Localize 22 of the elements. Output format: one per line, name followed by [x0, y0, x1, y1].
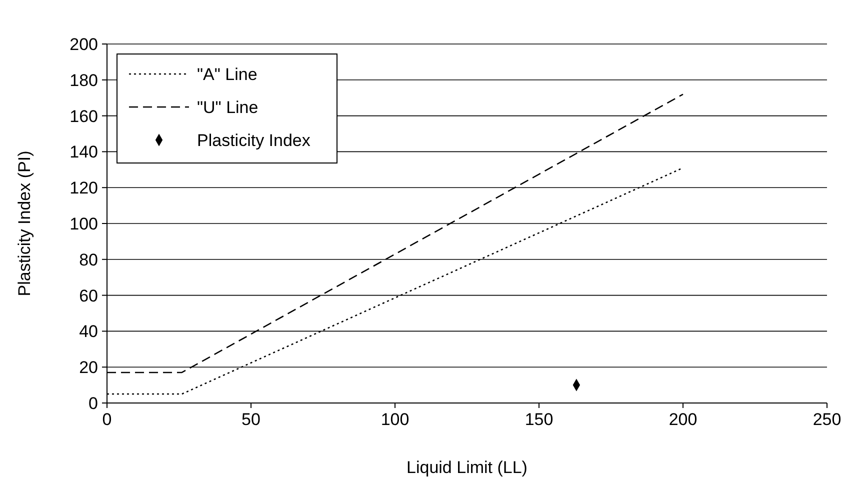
x-tick-label: 50	[242, 410, 260, 429]
y-tick-label: 180	[70, 70, 98, 90]
legend-label: Plasticity Index	[197, 130, 311, 150]
x-tick-label: 200	[668, 410, 698, 429]
y-tick-label: 200	[70, 34, 98, 54]
y-tick-label: 80	[79, 250, 98, 270]
y-tick-label: 60	[79, 286, 98, 306]
x-axis-title: Liquid Limit (LL)	[406, 458, 528, 477]
legend-label: "A" Line	[197, 64, 258, 84]
legend-label: "U" Line	[197, 98, 258, 117]
y-tick-label: 100	[70, 214, 98, 234]
x-tick-label: 250	[812, 410, 842, 429]
y-tick-label: 0	[88, 394, 98, 413]
y-tick-label: 20	[79, 358, 98, 378]
y-tick-label: 40	[79, 322, 98, 342]
y-tick-label: 140	[70, 142, 98, 162]
x-tick-label: 100	[380, 410, 410, 429]
y-tick-label: 120	[70, 178, 98, 198]
y-axis-title: Plasticity Index (PI)	[15, 150, 34, 296]
x-tick-label: 0	[102, 410, 112, 429]
x-tick-label: 150	[524, 410, 554, 429]
y-tick-label: 160	[70, 106, 98, 126]
